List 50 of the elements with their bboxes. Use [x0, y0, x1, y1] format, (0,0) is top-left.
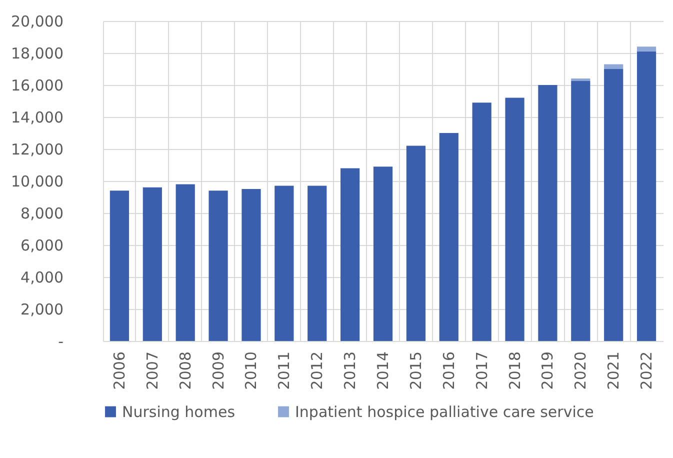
bar	[571, 78, 590, 81]
x-tick-label: 2011	[275, 352, 294, 390]
x-tick-label: 2009	[209, 352, 228, 390]
x-tick-label: 2016	[440, 352, 458, 390]
bar	[110, 190, 130, 341]
y-tick-label: 6,000	[20, 236, 64, 254]
bar	[308, 186, 327, 341]
x-tick-label: 2012	[308, 352, 326, 390]
bar	[373, 166, 393, 341]
bar	[406, 146, 426, 341]
bar	[604, 64, 624, 69]
bar	[142, 187, 162, 341]
x-tick-label: 2021	[604, 352, 623, 390]
bar	[604, 69, 624, 341]
y-tick-label: 16,000	[11, 76, 64, 94]
y-tick-label: 8,000	[20, 204, 64, 222]
bar	[636, 46, 656, 52]
y-tick-label: 20,000	[11, 12, 64, 30]
bar	[571, 81, 590, 341]
bar	[242, 189, 261, 341]
y-tick-label: 12,000	[11, 140, 64, 158]
legend-label: Nursing homes	[122, 402, 236, 421]
bar	[439, 133, 458, 341]
y-tick-label: 2,000	[20, 300, 64, 318]
legend-label: Inpatient hospice palliative care service	[295, 402, 594, 421]
y-tick-label: 10,000	[11, 172, 64, 190]
y-tick-label: 4,000	[20, 268, 64, 286]
bar	[340, 168, 360, 341]
y-tick-label: -	[58, 332, 64, 350]
y-tick-label: 14,000	[11, 108, 64, 126]
bar	[636, 51, 656, 341]
x-tick-label: 2017	[472, 352, 491, 390]
bar	[208, 190, 228, 341]
x-tick-label: 2014	[374, 352, 392, 390]
x-tick-label: 2007	[143, 352, 162, 390]
x-tick-label: 2018	[506, 352, 524, 390]
bar	[505, 98, 524, 341]
x-tick-label: 2013	[341, 352, 360, 390]
x-tick-label: 2019	[538, 352, 557, 390]
x-tick-label: 2008	[176, 352, 194, 390]
x-tick-label: 2022	[638, 352, 656, 390]
bar	[472, 102, 492, 341]
x-tick-label: 2015	[406, 352, 425, 390]
x-tick-label: 2006	[110, 352, 128, 390]
y-tick-label: 18,000	[11, 44, 64, 62]
x-tick-label: 2020	[572, 352, 590, 390]
x-tick-label: 2010	[242, 352, 260, 390]
bar	[274, 186, 294, 341]
bar	[538, 85, 558, 341]
bar	[176, 184, 195, 341]
